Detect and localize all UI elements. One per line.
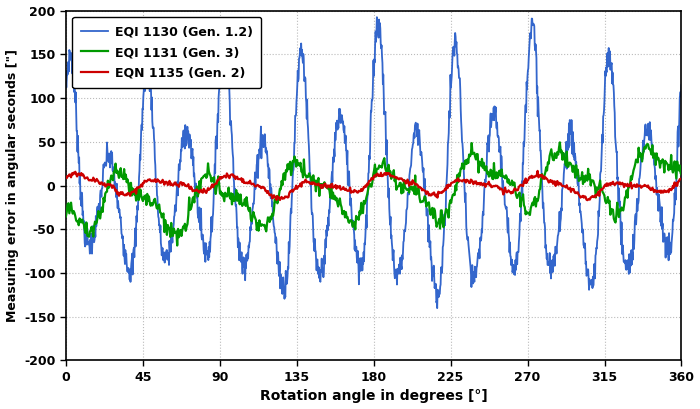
EQI 1131 (Gen. 3): [136, 187, 145, 192]
EQI 1131 (Gen. 3): [232, 188, 241, 193]
EQI 1131 (Gen. 3): [468, 141, 476, 146]
EQN 1135 (Gen. 2): [677, 176, 685, 181]
EQN 1135 (Gen. 2): [467, 177, 475, 182]
EQN 1135 (Gen. 2): [449, 180, 457, 185]
EQN 1135 (Gen. 2): [136, 183, 145, 188]
EQI 1130 (Gen. 1.2): [62, 76, 70, 81]
EQI 1130 (Gen. 1.2): [183, 131, 192, 136]
Line: EQN 1135 (Gen. 2): EQN 1135 (Gen. 2): [66, 171, 681, 200]
EQI 1131 (Gen. 3): [173, 243, 181, 248]
EQN 1135 (Gen. 2): [62, 175, 70, 180]
EQI 1131 (Gen. 3): [199, 173, 208, 178]
EQI 1131 (Gen. 3): [556, 140, 564, 145]
Line: EQI 1130 (Gen. 1.2): EQI 1130 (Gen. 1.2): [66, 17, 681, 308]
EQI 1131 (Gen. 3): [677, 172, 685, 177]
EQN 1135 (Gen. 2): [231, 177, 239, 182]
EQI 1130 (Gen. 1.2): [677, 83, 685, 88]
EQI 1130 (Gen. 1.2): [372, 15, 381, 20]
EQN 1135 (Gen. 2): [199, 190, 207, 195]
Y-axis label: Measuring error in angular seconds ["]: Measuring error in angular seconds ["]: [6, 49, 19, 322]
EQI 1131 (Gen. 3): [449, 191, 458, 196]
EQI 1130 (Gen. 1.2): [199, 232, 207, 237]
X-axis label: Rotation angle in degrees [°]: Rotation angle in degrees [°]: [260, 389, 487, 403]
Line: EQI 1131 (Gen. 3): EQI 1131 (Gen. 3): [66, 142, 681, 245]
EQI 1131 (Gen. 3): [62, 214, 70, 219]
Legend: EQI 1130 (Gen. 1.2), EQI 1131 (Gen. 3), EQN 1135 (Gen. 2): EQI 1130 (Gen. 1.2), EQI 1131 (Gen. 3), …: [72, 17, 261, 88]
EQI 1130 (Gen. 1.2): [433, 306, 442, 310]
EQI 1130 (Gen. 1.2): [470, 279, 479, 284]
EQN 1135 (Gen. 2): [533, 169, 542, 173]
EQI 1130 (Gen. 1.2): [551, 263, 559, 268]
EQN 1135 (Gen. 2): [73, 174, 81, 179]
EQI 1130 (Gen. 1.2): [605, 63, 613, 68]
EQI 1131 (Gen. 3): [73, 219, 81, 224]
EQN 1135 (Gen. 2): [583, 198, 592, 202]
EQI 1130 (Gen. 1.2): [267, 191, 276, 196]
